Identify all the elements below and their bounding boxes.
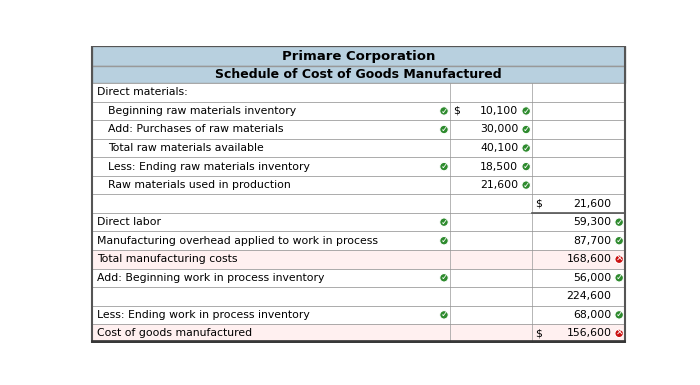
Bar: [92, 306, 625, 324]
Bar: [92, 194, 625, 213]
Text: ✕: ✕: [615, 329, 623, 338]
Bar: [92, 250, 625, 268]
Text: ✓: ✓: [440, 273, 448, 282]
Text: Less: Ending work in process inventory: Less: Ending work in process inventory: [97, 310, 309, 320]
Text: Total manufacturing costs: Total manufacturing costs: [97, 254, 237, 264]
Circle shape: [615, 329, 624, 338]
Text: ✓: ✓: [522, 144, 530, 152]
Bar: [92, 46, 625, 66]
Circle shape: [440, 218, 448, 226]
Circle shape: [615, 218, 624, 226]
Text: $: $: [536, 328, 542, 338]
Text: ✓: ✓: [440, 107, 448, 116]
Text: 21,600: 21,600: [573, 199, 611, 209]
Text: Primare Corporation: Primare Corporation: [282, 50, 435, 63]
Text: ✓: ✓: [615, 218, 623, 227]
Bar: [92, 139, 625, 157]
Bar: [92, 287, 625, 306]
Text: ✓: ✓: [440, 162, 448, 171]
Text: ✓: ✓: [440, 310, 448, 319]
Text: 87,700: 87,700: [573, 236, 611, 246]
Text: Manufacturing overhead applied to work in process: Manufacturing overhead applied to work i…: [97, 236, 378, 246]
Text: Raw materials used in production: Raw materials used in production: [108, 180, 290, 190]
Bar: [92, 66, 625, 83]
Text: Add: Purchases of raw materials: Add: Purchases of raw materials: [108, 124, 283, 134]
Text: Total raw materials available: Total raw materials available: [108, 143, 263, 153]
Text: Direct labor: Direct labor: [97, 217, 161, 227]
Text: 30,000: 30,000: [480, 124, 519, 134]
Text: 68,000: 68,000: [573, 310, 611, 320]
Text: 224,600: 224,600: [566, 291, 611, 301]
Text: 40,100: 40,100: [480, 143, 519, 153]
Circle shape: [440, 311, 448, 319]
Circle shape: [440, 236, 448, 245]
Circle shape: [615, 273, 624, 282]
Text: ✓: ✓: [522, 181, 530, 189]
Circle shape: [440, 273, 448, 282]
Bar: [92, 176, 625, 194]
Circle shape: [615, 311, 624, 319]
Text: ✓: ✓: [615, 236, 623, 245]
Circle shape: [522, 107, 531, 115]
Text: Direct materials:: Direct materials:: [97, 87, 188, 97]
Bar: [92, 157, 625, 176]
Text: ✓: ✓: [522, 162, 530, 171]
Text: 156,600: 156,600: [566, 328, 611, 338]
Text: Schedule of Cost of Goods Manufactured: Schedule of Cost of Goods Manufactured: [216, 68, 502, 81]
Text: 18,500: 18,500: [480, 162, 519, 172]
Bar: [92, 231, 625, 250]
Text: 59,300: 59,300: [573, 217, 611, 227]
Text: $: $: [454, 106, 460, 116]
Circle shape: [615, 255, 624, 263]
Circle shape: [522, 144, 531, 152]
Circle shape: [440, 162, 448, 171]
Circle shape: [440, 125, 448, 134]
Text: 21,600: 21,600: [480, 180, 519, 190]
Text: ✓: ✓: [440, 125, 448, 134]
Text: ✓: ✓: [615, 310, 623, 319]
Bar: [92, 83, 625, 102]
Text: ✓: ✓: [615, 273, 623, 282]
Bar: [92, 268, 625, 287]
Text: 56,000: 56,000: [573, 273, 611, 283]
Text: ✕: ✕: [615, 255, 623, 264]
Text: Add: Beginning work in process inventory: Add: Beginning work in process inventory: [97, 273, 324, 283]
Circle shape: [522, 162, 531, 171]
Bar: [92, 120, 625, 139]
Text: ✓: ✓: [440, 236, 448, 245]
Text: ✓: ✓: [440, 218, 448, 227]
Text: ✓: ✓: [522, 107, 530, 116]
Text: 168,600: 168,600: [566, 254, 611, 264]
Circle shape: [615, 236, 624, 245]
Text: Less: Ending raw materials inventory: Less: Ending raw materials inventory: [108, 162, 309, 172]
Text: $: $: [536, 199, 542, 209]
Text: ✓: ✓: [522, 125, 530, 134]
Circle shape: [522, 125, 531, 134]
Bar: [92, 102, 625, 120]
Circle shape: [440, 107, 448, 115]
Text: Beginning raw materials inventory: Beginning raw materials inventory: [108, 106, 296, 116]
Text: Cost of goods manufactured: Cost of goods manufactured: [97, 328, 252, 338]
Bar: [92, 213, 625, 231]
Bar: [92, 324, 625, 343]
Circle shape: [522, 181, 531, 189]
Text: 10,100: 10,100: [480, 106, 519, 116]
